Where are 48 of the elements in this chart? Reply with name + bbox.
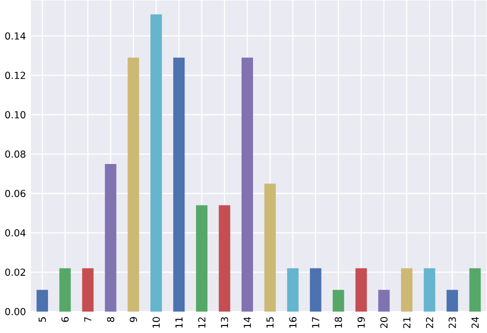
y-tick-label: 0.06	[5, 190, 26, 197]
y-tick-label: 0.10	[5, 110, 26, 118]
bar	[36, 290, 48, 312]
y-tick-label: 0.12	[5, 72, 26, 79]
y-tick-label: 0.00	[5, 308, 26, 316]
bar	[446, 290, 458, 312]
bar	[104, 164, 116, 312]
bar	[196, 205, 208, 312]
bar	[378, 290, 390, 312]
x-tick-label: 20	[380, 316, 388, 328]
bar	[218, 205, 230, 312]
x-tick-label: 10	[152, 316, 160, 328]
x-tick-label: 14	[244, 316, 251, 328]
x-tick-label: 24	[471, 316, 479, 328]
x-tick-label: 8	[106, 316, 114, 322]
y-tick-label: 0.08	[5, 150, 26, 158]
bar	[287, 268, 299, 312]
x-tick-label: 22	[426, 317, 434, 328]
y-tick-label: 0.02	[5, 268, 26, 276]
x-tick-label: 21	[403, 317, 410, 328]
bar	[242, 58, 253, 312]
bar	[332, 290, 344, 312]
x-tick-label: 23	[448, 317, 456, 328]
x-tick-label: 5	[38, 317, 46, 322]
x-tick-label: 6	[61, 316, 69, 322]
y-tick-label: 0.14	[5, 32, 26, 40]
x-tick-label: 11	[175, 317, 182, 328]
bar	[355, 268, 367, 312]
x-tick-label: 13	[220, 317, 228, 328]
bar	[424, 268, 436, 312]
bar	[173, 58, 185, 312]
x-tick-label: 7	[84, 317, 92, 322]
bar	[401, 268, 412, 312]
x-tick-label: 12	[198, 317, 206, 328]
x-tick-label: 17	[312, 317, 320, 328]
bar	[59, 268, 71, 312]
bar	[469, 268, 481, 312]
bar	[82, 268, 94, 312]
x-tick-label: 15	[266, 317, 274, 328]
y-tick-label: 0.04	[5, 229, 26, 236]
x-tick-label: 9	[130, 317, 138, 322]
bar	[128, 58, 140, 312]
x-tick-label: 19	[358, 317, 365, 328]
bar	[150, 14, 162, 312]
x-tick-label: 18	[334, 316, 342, 328]
x-tick-label: 16	[289, 316, 296, 328]
bar	[264, 183, 276, 312]
bar	[310, 268, 322, 312]
